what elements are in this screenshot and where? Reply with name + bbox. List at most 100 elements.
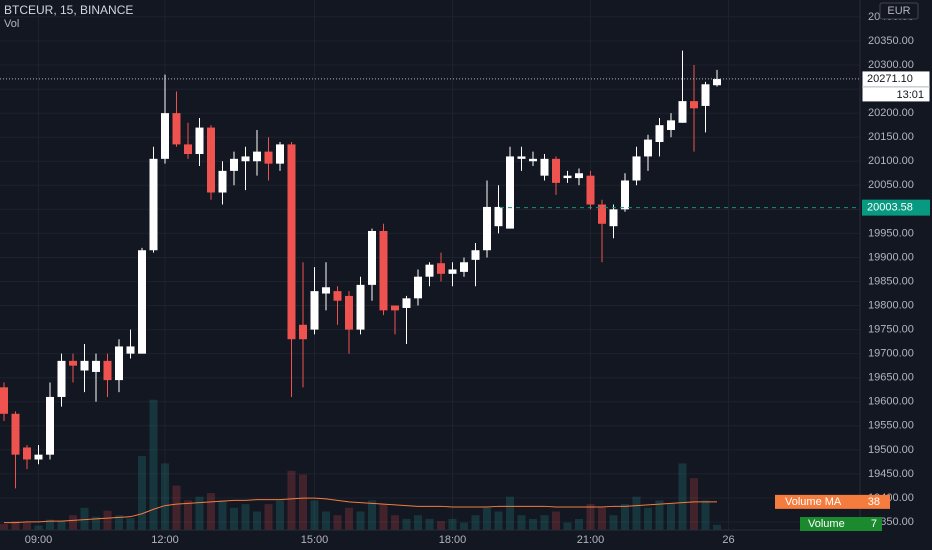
y-tick-label: 20100.00 [868, 155, 914, 167]
volume-bar [115, 515, 123, 530]
volume-bar [23, 522, 31, 530]
volume-bar [322, 511, 330, 530]
volume-bar [621, 504, 629, 530]
candle-body [149, 158, 158, 251]
candle-body [713, 78, 721, 86]
y-tick-label: 19800.00 [868, 299, 914, 311]
volume-bar [287, 470, 296, 530]
candle-body [218, 170, 227, 193]
volume-bar [540, 515, 549, 530]
candle-body [552, 158, 560, 183]
x-tick-label: 12:00 [151, 534, 179, 546]
volume-bar [506, 496, 514, 530]
candle-body [632, 156, 641, 181]
candle-body [92, 360, 100, 372]
candle-body [333, 291, 342, 301]
y-tick-label: 19950.00 [868, 227, 914, 239]
volume-bar [218, 500, 227, 530]
candle-body [264, 151, 273, 164]
x-tick-label: 18:00 [439, 534, 467, 546]
volume-bar [632, 496, 641, 530]
volume-bar [276, 500, 284, 530]
candle-body [322, 287, 330, 294]
level-label-box [862, 199, 930, 216]
volume-bar [172, 485, 181, 530]
volume-bar [126, 518, 135, 530]
volume-ma-box [775, 494, 890, 509]
y-tick-label: 19500.00 [868, 444, 914, 456]
x-tick-label: 21:00 [577, 534, 605, 546]
candle-body [195, 127, 204, 155]
candle-body [310, 291, 319, 330]
volume-bar [11, 521, 20, 530]
volume-bar [448, 518, 457, 530]
x-tick-label: 09:00 [25, 534, 53, 546]
candle-body [161, 113, 169, 159]
y-tick-label: 20350.00 [868, 35, 914, 47]
candle-body [609, 209, 618, 227]
candle-body [80, 360, 89, 371]
volume-bar [667, 504, 675, 530]
volume-bar [644, 507, 652, 530]
volume-box [800, 517, 882, 531]
volume-bar [57, 521, 66, 530]
volume-indicator-name[interactable]: Vol [4, 18, 19, 30]
candle-body [379, 230, 388, 311]
volume-bar [701, 500, 710, 530]
volume-bar [69, 515, 77, 530]
volume-value: 7 [871, 518, 877, 530]
volume-bar [299, 474, 307, 530]
candle-body [586, 175, 595, 205]
currency-label[interactable]: EUR [887, 5, 910, 17]
y-tick-label: 19450.00 [868, 468, 914, 480]
candle-body [184, 144, 192, 155]
volume-bar [575, 518, 583, 530]
candle-body [0, 387, 8, 414]
volume-bar [425, 518, 434, 530]
candle-body [230, 158, 238, 171]
candle-body [11, 413, 20, 455]
candle-body [471, 250, 480, 260]
volume-bar [161, 463, 169, 530]
volume-bar [368, 500, 376, 530]
volume-bar [678, 463, 687, 530]
volume-bar [241, 504, 250, 530]
y-tick-label: 19550.00 [868, 420, 914, 432]
volume-bar [80, 507, 89, 530]
candle-body [57, 360, 66, 397]
y-tick-label: 19900.00 [868, 251, 914, 263]
y-tick-label: 20200.00 [868, 107, 914, 119]
volume-bar [253, 511, 261, 530]
symbol-title[interactable]: BTCEUR, 15, BINANCE [4, 3, 133, 17]
candle-body [299, 324, 307, 340]
currency-box [879, 2, 919, 20]
candle-body [253, 151, 261, 162]
x-tick-label: 15:00 [301, 534, 329, 546]
volume-bar [517, 515, 526, 530]
volume-bar [586, 504, 595, 530]
volume-bar [356, 511, 365, 530]
candle-body [69, 360, 77, 366]
volume-bar [494, 511, 503, 530]
level-label: 20003.58 [867, 202, 913, 214]
volume-bar [333, 515, 342, 530]
volume-bar [414, 515, 422, 530]
candle-body [356, 284, 365, 330]
volume-bar [460, 522, 468, 530]
candle-body [138, 250, 146, 354]
volume-bar [690, 478, 698, 530]
candle-body [287, 144, 296, 340]
volume-bar [563, 522, 572, 530]
y-tick-label: 19750.00 [868, 324, 914, 336]
candle-body [701, 84, 710, 106]
candle-body [126, 346, 135, 354]
volume-bar [310, 500, 319, 530]
volume-bar [264, 504, 273, 530]
candle-body [23, 447, 31, 460]
volume-bar [471, 515, 480, 530]
x-tick-label: 26 [722, 534, 734, 546]
candle-body [402, 298, 411, 308]
candle-body [655, 125, 664, 143]
